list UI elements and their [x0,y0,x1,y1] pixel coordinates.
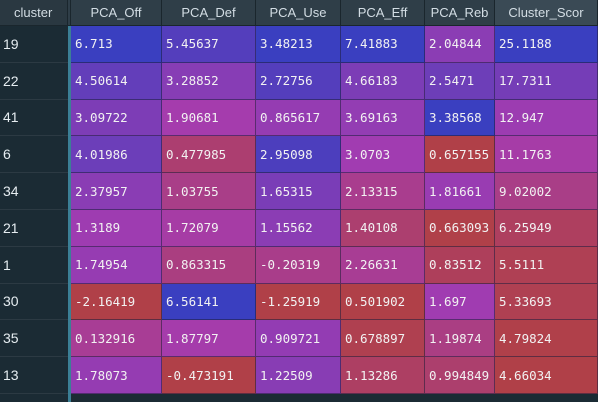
table-cell[interactable]: 1.90681 [162,99,256,137]
table-cell[interactable]: 1.74954 [71,246,162,284]
table-cell[interactable]: 1.3189 [71,210,162,247]
column-header-cluster-scor[interactable]: Cluster_Scor [495,0,598,26]
table-cell[interactable]: 7.41883 [341,26,425,63]
table-cell[interactable]: 0.501902 [341,283,425,321]
row-label[interactable]: 1 [0,246,68,284]
table-cell[interactable]: -0.473191 [162,357,256,394]
table-cell[interactable]: -1.25919 [256,283,341,321]
table-cell[interactable]: 0.132916 [71,320,162,358]
table-cell[interactable]: 12.947 [495,99,598,137]
row-label[interactable]: 21 [0,210,68,247]
table-cell[interactable]: -0.20319 [256,246,341,284]
table-cell[interactable]: 0.865617 [256,99,341,137]
table-cell[interactable]: 2.95098 [256,136,341,174]
table-cell[interactable]: 3.0703 [341,136,425,174]
column-header-pca-reb[interactable]: PCA_Reb [425,0,495,26]
table-cell[interactable]: 2.26631 [341,246,425,284]
table-cell[interactable]: 0.477985 [162,136,256,174]
table-cell[interactable]: 0.909721 [256,320,341,358]
table-cell[interactable]: 11.1763 [495,136,598,174]
column-header-pca-use[interactable]: PCA_Use [256,0,341,26]
column-header-cluster[interactable]: cluster [0,0,68,26]
table-cell[interactable]: 17.7311 [495,62,598,100]
table-cell[interactable]: 0.678897 [341,320,425,358]
table-cell[interactable]: 4.01986 [71,136,162,174]
table-cell[interactable]: 3.38568 [425,99,495,137]
table-cell[interactable]: 6.56141 [162,283,256,321]
row-label[interactable]: 34 [0,173,68,210]
table-cell[interactable]: 3.09722 [71,99,162,137]
table-cell[interactable]: 1.13286 [341,357,425,394]
column-header-pca-def[interactable]: PCA_Def [162,0,256,26]
table-cell[interactable]: 5.5111 [495,246,598,284]
table-cell[interactable]: -2.16419 [71,283,162,321]
column-header-pca-off[interactable]: PCA_Off [71,0,162,26]
table-cell[interactable]: 2.5471 [425,62,495,100]
table-cell[interactable]: 0.994849 [425,357,495,394]
table-cell[interactable]: 4.66034 [495,357,598,394]
table-cell[interactable]: 1.65315 [256,173,341,210]
table-cell[interactable]: 1.15562 [256,210,341,247]
table-cell[interactable]: 1.03755 [162,173,256,210]
table-cell[interactable]: 6.713 [71,26,162,63]
table-cell[interactable]: 2.37957 [71,173,162,210]
table-cell[interactable]: 6.25949 [495,210,598,247]
table-cell[interactable]: 1.40108 [341,210,425,247]
table-cell[interactable]: 3.48213 [256,26,341,63]
table-cell[interactable]: 3.28852 [162,62,256,100]
row-label[interactable]: 13 [0,357,68,394]
table-cell[interactable]: 2.72756 [256,62,341,100]
row-label[interactable]: 35 [0,320,68,358]
table-cell[interactable]: 0.83512 [425,246,495,284]
column-header-pca-eff[interactable]: PCA_Eff [341,0,425,26]
table-cell[interactable]: 5.33693 [495,283,598,321]
table-cell[interactable]: 3.69163 [341,99,425,137]
header-gap [68,0,71,26]
table-cell[interactable]: 0.663093 [425,210,495,247]
table-cell[interactable]: 1.22509 [256,357,341,394]
table-cell[interactable]: 1.19874 [425,320,495,358]
table-cell[interactable]: 9.02002 [495,173,598,210]
table-cell[interactable]: 4.50614 [71,62,162,100]
row-label[interactable]: 6 [0,136,68,174]
row-label[interactable]: 19 [0,26,68,63]
row-label[interactable]: 41 [0,99,68,137]
table-cell[interactable]: 25.1188 [495,26,598,63]
row-label[interactable]: 22 [0,62,68,100]
frozen-column-divider [68,26,71,402]
table-cell[interactable]: 4.66183 [341,62,425,100]
table-cell[interactable]: 2.13315 [341,173,425,210]
table-cell[interactable]: 2.04844 [425,26,495,63]
table-cell[interactable]: 1.78073 [71,357,162,394]
table-cell[interactable]: 0.657155 [425,136,495,174]
row-label[interactable]: 30 [0,283,68,321]
table-cell[interactable]: 1.697 [425,283,495,321]
table-cell[interactable]: 4.79824 [495,320,598,358]
table-cell[interactable]: 1.87797 [162,320,256,358]
table-cell[interactable]: 5.45637 [162,26,256,63]
table-cell[interactable]: 1.72079 [162,210,256,247]
table-cell[interactable]: 1.81661 [425,173,495,210]
table-cell[interactable]: 0.863315 [162,246,256,284]
